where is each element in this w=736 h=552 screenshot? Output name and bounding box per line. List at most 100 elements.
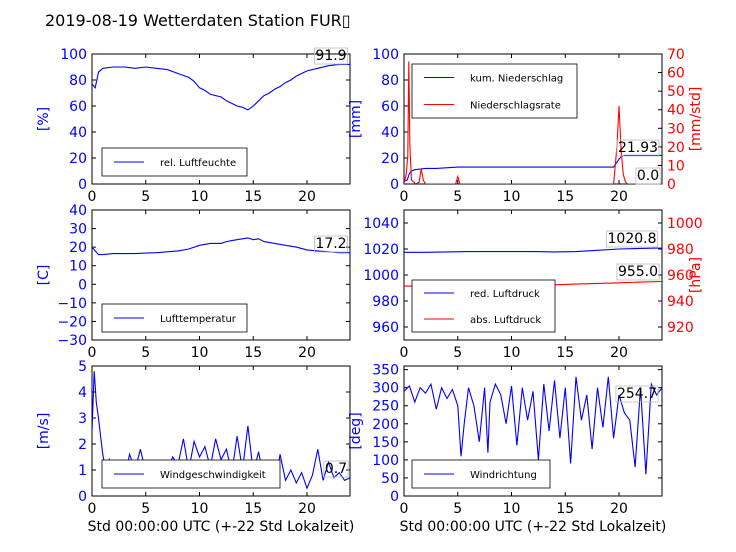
last-value-label-2: 0.0 — [637, 168, 659, 184]
series-line-2 — [404, 61, 662, 184]
legend-entry: red. Luftdruck — [470, 289, 540, 300]
last-value-label: 254.7 — [617, 386, 657, 402]
x-tick-label: 5 — [453, 345, 462, 361]
y-tick-label: 10 — [69, 259, 87, 275]
y2-tick-label: 960 — [667, 268, 694, 284]
y2-tick-label: 940 — [667, 294, 694, 310]
x-tick-label: 5 — [141, 501, 150, 517]
last-value-box — [314, 47, 348, 65]
last-value-box-2 — [635, 167, 661, 185]
x-tick-label: 15 — [556, 189, 574, 205]
y2-tick-label: 920 — [667, 320, 694, 336]
series-line-1 — [404, 376, 662, 475]
y2-tick-label: 10 — [667, 158, 685, 174]
y-tick-label: 100 — [372, 453, 399, 469]
y-tick-label: 60 — [69, 99, 87, 115]
y2-axis-label: [hPa] — [688, 257, 704, 293]
y-tick-label: 0 — [78, 489, 87, 505]
last-value-label: 21.93 — [618, 140, 658, 156]
y2-tick-label: 60 — [667, 66, 685, 82]
legend-entry: Windgeschwindigkeit — [160, 470, 266, 481]
x-axis-label: Std 00:00:00 UTC (+-22 Std Lokalzeit) — [400, 519, 667, 535]
x-tick-label: 10 — [503, 501, 521, 517]
y-tick-label: 20 — [381, 151, 399, 167]
x-tick-label: 10 — [503, 189, 521, 205]
last-value-label: 91.9 — [315, 48, 346, 64]
x-tick-label: 10 — [503, 345, 521, 361]
legend-entry: Lufttemperatur — [160, 314, 237, 325]
y-tick-label: 20 — [69, 151, 87, 167]
y-tick-label: 2 — [78, 437, 87, 453]
series-line-1 — [92, 237, 350, 256]
legend-box — [411, 63, 578, 119]
x-tick-label: 20 — [298, 501, 316, 517]
last-value-box — [323, 460, 349, 478]
x-tick-label: 10 — [191, 189, 209, 205]
y2-tick-label: 20 — [667, 140, 685, 156]
x-tick-label: 15 — [556, 501, 574, 517]
y-tick-label: 1020 — [363, 242, 399, 258]
x-tick-label: 0 — [400, 345, 409, 361]
series-line-1 — [404, 247, 662, 253]
x-tick-label: 15 — [244, 345, 262, 361]
y-tick-label: 40 — [69, 203, 87, 219]
chart-temperature: 0 5 10 15 20 −30 −20 −10 0 10 20 30 40 [C] Lufttempera… — [36, 203, 351, 361]
chart-windspeed: 0 5 10 15 20 0 1 2 3 4 5 [m/s] Std 00:00:00 UTC (+-2… — [36, 359, 354, 535]
y2-tick-label: 0 — [667, 177, 676, 193]
last-value-label-2: 955.0 — [618, 264, 658, 280]
chart-humidity: 0 5 10 15 20 0 20 40 60 80 100 [%] rel. Luftfeuchte 9… — [36, 47, 351, 205]
series-line-1 — [92, 63, 350, 111]
y2-axis-label: [mm/std] — [688, 87, 704, 152]
x-tick-label: 10 — [191, 345, 209, 361]
x-tick-label: 0 — [88, 501, 97, 517]
y2-tick-label: 40 — [667, 103, 685, 119]
y-tick-label: 250 — [372, 399, 399, 415]
y-axis-label: [mm] — [348, 100, 364, 138]
chart-pressure: 0 5 10 15 20 960 980 1000 1020 1040 920 940 960 980 10… — [363, 209, 704, 361]
y-tick-label: 150 — [372, 435, 399, 451]
y2-tick-label: 30 — [667, 121, 685, 137]
x-tick-label: 0 — [400, 501, 409, 517]
y-tick-label: 50 — [381, 471, 399, 487]
last-value-box — [314, 235, 348, 253]
y-tick-label: 4 — [78, 385, 87, 401]
last-value-label: 1020.8 — [608, 231, 657, 247]
y-tick-label: 200 — [372, 417, 399, 433]
x-tick-label: 5 — [453, 189, 462, 205]
last-value-label: 0.7 — [325, 461, 347, 477]
y-tick-label: 30 — [69, 222, 87, 238]
x-axis-label: Std 00:00:00 UTC (+-22 Std Lokalzeit) — [88, 519, 355, 535]
legend-entry: Windrichtung — [470, 470, 537, 481]
y-tick-label: 960 — [372, 320, 399, 336]
y-tick-label: 5 — [78, 359, 87, 375]
x-tick-label: 20 — [298, 345, 316, 361]
x-tick-label: 0 — [88, 345, 97, 361]
series-line-1 — [404, 154, 662, 182]
x-tick-label: 15 — [244, 501, 262, 517]
y-tick-label: 0 — [78, 177, 87, 193]
y2-tick-label: 980 — [667, 242, 694, 258]
legend-entry: rel. Luftfeuchte — [160, 158, 236, 169]
y-tick-label: 20 — [69, 240, 87, 256]
y-tick-label: 1 — [78, 463, 87, 479]
y-tick-label: 3 — [78, 411, 87, 427]
y-tick-label: 1000 — [363, 268, 399, 284]
last-value-box — [615, 385, 659, 403]
y2-tick-label: 1000 — [667, 216, 703, 232]
y-tick-label: 300 — [372, 381, 399, 397]
y-tick-label: 980 — [372, 294, 399, 310]
y2-tick-label: 50 — [667, 84, 685, 100]
y-axis-label: [C] — [36, 265, 52, 286]
last-value-box — [616, 139, 660, 157]
x-tick-label: 20 — [610, 189, 628, 205]
x-tick-label: 10 — [191, 501, 209, 517]
last-value-box-2 — [616, 263, 660, 281]
x-tick-label: 5 — [141, 345, 150, 361]
last-value-label: 17.2 — [315, 236, 346, 252]
x-tick-label: 0 — [88, 189, 97, 205]
y-tick-label: 40 — [381, 125, 399, 141]
last-value-box — [606, 230, 658, 248]
legend-entry: Niederschlagsrate — [470, 101, 561, 112]
